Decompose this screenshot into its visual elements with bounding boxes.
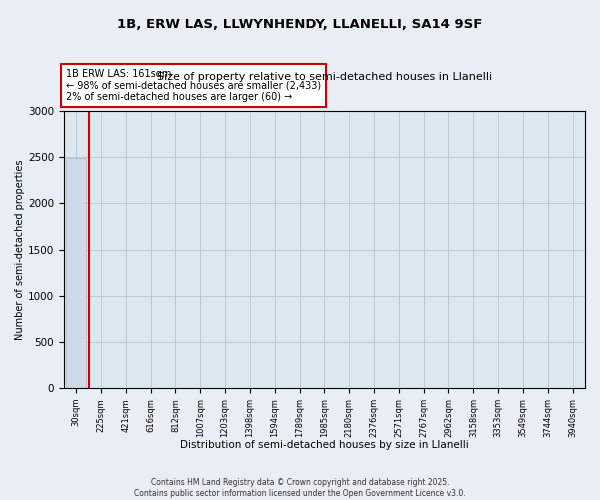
Y-axis label: Number of semi-detached properties: Number of semi-detached properties — [15, 160, 25, 340]
Title: Size of property relative to semi-detached houses in Llanelli: Size of property relative to semi-detach… — [157, 72, 492, 83]
Text: Contains HM Land Registry data © Crown copyright and database right 2025.
Contai: Contains HM Land Registry data © Crown c… — [134, 478, 466, 498]
Text: 1B, ERW LAS, LLWYNHENDY, LLANELLI, SA14 9SF: 1B, ERW LAS, LLWYNHENDY, LLANELLI, SA14 … — [118, 18, 482, 30]
Text: 1B ERW LAS: 161sqm
← 98% of semi-detached houses are smaller (2,433)
2% of semi-: 1B ERW LAS: 161sqm ← 98% of semi-detache… — [66, 68, 322, 102]
X-axis label: Distribution of semi-detached houses by size in Llanelli: Distribution of semi-detached houses by … — [180, 440, 469, 450]
Bar — [66, 158, 86, 388]
